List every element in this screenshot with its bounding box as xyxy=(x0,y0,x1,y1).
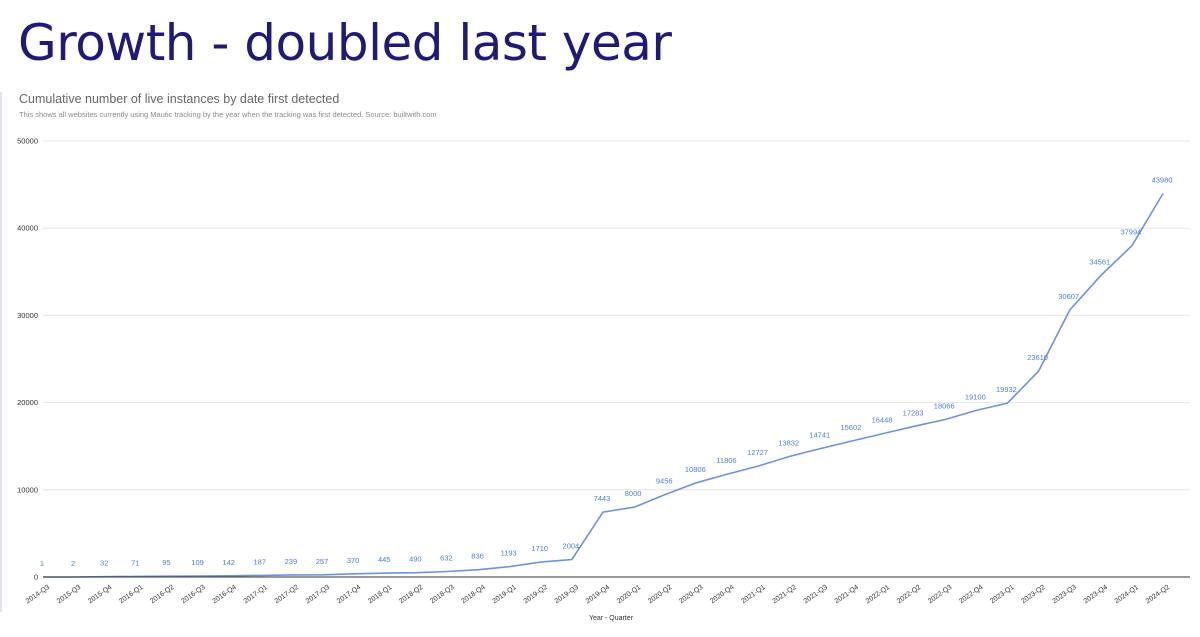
data-label: 2004 xyxy=(563,542,580,551)
data-label: 15602 xyxy=(840,423,861,432)
slide-title: Growth - doubled last year xyxy=(18,14,672,72)
x-tick-label: 2023-Q3 xyxy=(1051,584,1077,605)
data-label: 18066 xyxy=(934,401,955,410)
data-label: 17283 xyxy=(903,408,924,417)
x-tick-label: 2018-Q3 xyxy=(429,584,455,605)
series-line xyxy=(43,193,1164,578)
data-label: 9456 xyxy=(656,477,673,486)
x-tick-label: 2016-Q3 xyxy=(180,584,206,605)
data-label: 43980 xyxy=(1152,175,1173,184)
data-label: 109 xyxy=(191,558,204,567)
x-tick-label: 2020-Q2 xyxy=(647,584,673,605)
y-tick-label: 0 xyxy=(34,573,38,582)
x-tick-label: 2019-Q4 xyxy=(585,584,611,605)
data-label: 19932 xyxy=(996,385,1017,394)
data-label: 257 xyxy=(316,557,329,566)
x-tick-label: 2019-Q3 xyxy=(554,584,580,605)
x-tick-label: 2017-Q3 xyxy=(305,584,331,605)
x-tick-label: 2023-Q1 xyxy=(989,584,1015,605)
y-axis-ticks: 0 10000 20000 30000 40000 50000 xyxy=(17,137,38,582)
x-tick-label: 2024-Q2 xyxy=(1145,584,1171,605)
data-label: 445 xyxy=(378,555,391,564)
data-labels: 1 2 32 71 95 109 142 187 239 257 370 445 490 632 836 11… xyxy=(40,175,1173,567)
x-tick-label: 2017-Q4 xyxy=(336,584,362,605)
x-tick-label: 2018-Q1 xyxy=(367,584,393,605)
data-label: 34561 xyxy=(1089,258,1110,267)
data-label: 1710 xyxy=(531,544,548,553)
x-tick-label: 2021-Q3 xyxy=(803,584,829,605)
chart-gridlines xyxy=(43,140,1190,491)
data-label: 30607 xyxy=(1058,292,1079,301)
data-label: 1 xyxy=(40,559,44,568)
y-tick-label: 10000 xyxy=(17,485,38,494)
data-label: 71 xyxy=(131,558,139,567)
x-tick-label: 2022-Q4 xyxy=(958,584,984,605)
data-label: 632 xyxy=(440,553,453,562)
data-label: 2 xyxy=(71,559,75,568)
data-label: 7443 xyxy=(594,494,611,503)
x-tick-label: 2017-Q2 xyxy=(274,584,300,605)
data-label: 16448 xyxy=(872,416,893,425)
x-tick-label: 2014-Q3 xyxy=(25,584,51,605)
y-tick-label: 40000 xyxy=(17,224,38,233)
data-label: 836 xyxy=(471,552,484,561)
data-label: 32 xyxy=(100,559,108,568)
data-label: 13832 xyxy=(778,438,799,447)
slide-divider xyxy=(0,92,2,612)
x-tick-label: 2016-Q2 xyxy=(149,584,175,605)
data-label: 37994 xyxy=(1120,228,1141,237)
data-label: 11806 xyxy=(716,456,736,465)
data-label: 19100 xyxy=(965,392,986,401)
x-tick-label: 2022-Q1 xyxy=(865,584,891,605)
x-tick-label: 2020-Q3 xyxy=(678,584,704,605)
x-tick-label: 2021-Q2 xyxy=(771,584,797,605)
x-tick-label: 2019-Q2 xyxy=(523,584,549,605)
chart-subtitle: This shows all websites currently using … xyxy=(19,110,437,119)
data-label: 187 xyxy=(254,557,267,566)
data-label: 14741 xyxy=(809,430,830,439)
data-label: 95 xyxy=(162,558,170,567)
x-tick-label: 2021-Q4 xyxy=(834,584,860,605)
data-label: 23610 xyxy=(1027,353,1048,362)
x-axis-label: Year - Quarter xyxy=(589,615,634,622)
y-tick-label: 20000 xyxy=(17,398,38,407)
data-label: 1193 xyxy=(501,549,517,558)
x-tick-label: 2023-Q4 xyxy=(1083,584,1109,605)
data-label: 10806 xyxy=(685,465,706,474)
x-tick-label: 2017-Q1 xyxy=(243,584,269,605)
chart-title: Cumulative number of live instances by d… xyxy=(19,92,340,106)
y-tick-label: 30000 xyxy=(17,311,38,320)
data-label: 142 xyxy=(222,558,235,567)
data-label: 490 xyxy=(409,555,422,564)
x-tick-label: 2018-Q2 xyxy=(398,584,424,605)
x-tick-label: 2015-Q3 xyxy=(56,584,82,605)
x-tick-label: 2021-Q1 xyxy=(740,584,766,605)
x-tick-label: 2016-Q1 xyxy=(118,584,144,605)
x-tick-label: 2018-Q4 xyxy=(460,584,486,605)
data-label: 12727 xyxy=(747,448,768,457)
y-tick-label: 50000 xyxy=(17,137,38,146)
data-label: 370 xyxy=(347,556,360,565)
x-tick-label: 2024-Q1 xyxy=(1114,584,1140,605)
data-label: 8000 xyxy=(625,489,642,498)
data-label: 239 xyxy=(285,557,298,566)
x-tick-label: 2015-Q4 xyxy=(87,584,113,605)
x-tick-label: 2019-Q1 xyxy=(491,584,517,605)
x-tick-label: 2020-Q1 xyxy=(616,584,642,605)
x-tick-label: 2020-Q4 xyxy=(709,584,735,605)
x-tick-label: 2022-Q2 xyxy=(896,584,922,605)
x-tick-label: 2016-Q4 xyxy=(211,584,237,605)
x-tick-label: 2023-Q2 xyxy=(1020,584,1046,605)
x-tick-label: 2022-Q3 xyxy=(927,584,953,605)
x-axis-ticks: 2014-Q3 2015-Q3 2015-Q4 2016-Q1 2016-Q2 2016-… xyxy=(25,584,1171,605)
